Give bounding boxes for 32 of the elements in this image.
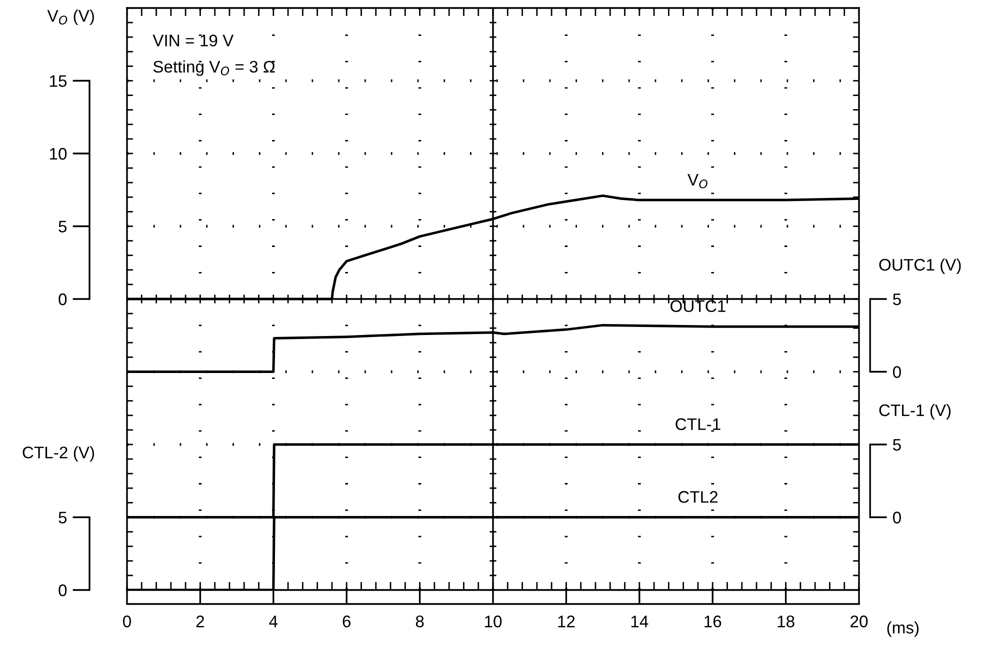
y2-tick-label: 5 [893,439,901,451]
y2-axis-title: CTL-1 (V) [879,404,951,420]
series-label: V$_{O}$ [688,174,708,188]
x-tick-label: 6 [342,616,350,628]
y-tick-label: 15 [50,75,67,87]
y-tick-label: 5 [58,512,67,524]
annotation: VIN = 19 V [152,34,234,46]
x-tick-label: 16 [704,616,722,628]
y2-tick-label: 0 [892,512,901,524]
series-label: CTL2 [678,491,718,503]
annotation: Setting V$_{O}$ = 3 Ω [153,60,275,76]
x-axis-title: (ms) [887,621,919,637]
x-tick-label: 20 [850,616,868,628]
y-tick-label: 0 [58,293,67,306]
x-tick-label: 2 [196,616,204,628]
y2-axis-title: OUTC1 (V) [879,258,961,274]
y-axis-title: CTL-2 (V) [22,446,94,462]
y-tick-label: 0 [58,584,67,596]
x-tick-label: 12 [558,616,575,628]
x-tick-label: 14 [631,616,648,628]
x-tick-label: 4 [269,616,278,628]
x-tick-label: 0 [123,616,131,628]
y-tick-label: 10 [50,148,67,160]
y2-tick-label: 0 [892,366,901,378]
x-tick-label: 8 [416,616,424,628]
legend-label: OUTC1 [670,300,726,312]
series-label: CTL-1 [676,418,720,430]
y2-tick-label: 5 [893,294,901,306]
y-axis-title: V$_{O}$ (V) [47,10,94,26]
y-tick-label: 5 [58,220,67,232]
x-tick-label: 18 [778,616,794,628]
x-tick-label: 10 [485,616,502,628]
